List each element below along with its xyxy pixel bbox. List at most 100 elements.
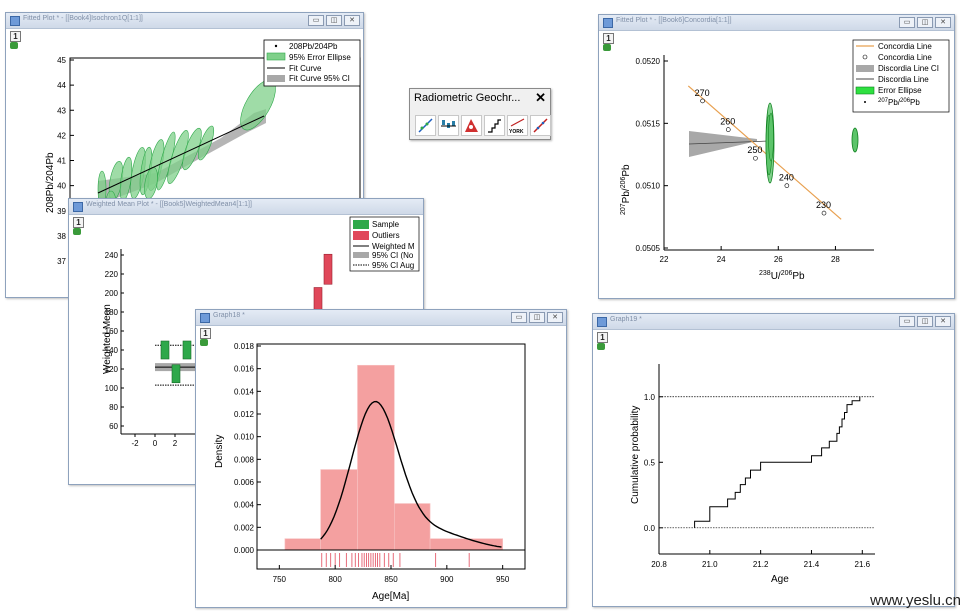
layer-tab[interactable]: 1 (73, 217, 84, 228)
legend-entry: Error Ellipse (878, 86, 922, 95)
legend-entry: Sample (372, 220, 400, 229)
minimize-button[interactable]: ▭ (899, 316, 915, 327)
y-tick-label: 41 (57, 157, 66, 166)
lock-icon[interactable] (603, 44, 611, 51)
layer-tab[interactable]: 1 (200, 328, 211, 339)
close-button[interactable]: ✕ (344, 15, 360, 26)
y-tick-label: 100 (105, 384, 119, 393)
legend-entry: 207Pb/206Pb (878, 98, 920, 107)
restore-button[interactable]: ◫ (917, 17, 933, 28)
legend-entry: 95% CI (No (372, 251, 414, 260)
legend-entry: 95% CI Aug (372, 261, 414, 270)
density-plot: 0.018 0.016 0.014 0.012 0.010 0.008 0.006 0.004… (214, 342, 526, 602)
restore-button[interactable]: ◫ (917, 316, 933, 327)
x-tick-label: 900 (440, 575, 454, 584)
histogram-bar (284, 538, 321, 551)
age-label: 260 (720, 117, 735, 127)
close-button[interactable]: ✕ (935, 316, 951, 327)
y-tick-label: 1.0 (644, 393, 656, 402)
y-tick-label: 45 (57, 56, 66, 65)
weighted-mean-icon[interactable] (438, 115, 459, 136)
y-tick-label: 160 (105, 327, 119, 336)
x-tick-label: 21.4 (804, 560, 820, 569)
concordia-age-point (725, 127, 731, 132)
histogram-bar (320, 469, 358, 551)
x-tick-label: -2 (131, 439, 139, 448)
x-tick-label: 2 (173, 439, 178, 448)
age-label: 250 (747, 145, 762, 155)
isochron-titlebar[interactable]: Fitted Plot * - [[Book4]Isochron1Q[1:1]]… (6, 13, 363, 29)
concordia-age-point (784, 183, 790, 188)
x-tick-label: 800 (328, 575, 342, 584)
isochron-fit-line (97, 115, 265, 194)
histogram-bar (394, 503, 431, 551)
y-tick-label: 140 (105, 346, 119, 355)
graph19-window[interactable]: Graph19 * ▭ ◫ ✕ 1 1.0 0.5 0.0 20.8 21.0 21.2 2… (592, 313, 955, 607)
lock-icon[interactable] (10, 42, 18, 49)
x-tick-label: 24 (717, 255, 726, 264)
x-tick-label: 22 (660, 255, 669, 264)
y-tick-label: 200 (105, 289, 119, 298)
york-icon[interactable]: YORK (507, 115, 528, 136)
y-tick-label: 40 (57, 182, 66, 191)
lock-icon[interactable] (73, 228, 81, 235)
legend-entry: Discordia Line CI (878, 64, 939, 73)
graph18-window[interactable]: Graph18 * ▭ ◫ ✕ 1 0.018 0.016 0.014 0.012 0.… (195, 309, 567, 608)
x-tick-label: 26 (774, 255, 783, 264)
graph19-titlebar[interactable]: Graph19 * ▭ ◫ ✕ (593, 314, 954, 330)
y-tick-label: 0.0515 (636, 119, 661, 128)
layer-tab[interactable]: 1 (597, 332, 608, 343)
y-tick-label: 240 (105, 251, 119, 260)
x-tick-label: 21.0 (702, 560, 718, 569)
concordia-legend: Concordia Line Concordia Line Discordia … (852, 39, 950, 113)
concordia-window[interactable]: Fitted Plot * - [[Book6]Concordia[1:1]] … (598, 14, 955, 299)
concordia-age-point (700, 98, 705, 104)
close-button[interactable]: ✕ (935, 17, 951, 28)
y-tick-label: 0.004 (234, 501, 255, 510)
toolbar-close-button[interactable]: ✕ (535, 90, 546, 105)
density-ylabel: Density (214, 435, 225, 468)
minimize-button[interactable]: ▭ (308, 15, 324, 26)
window-title: Weighted Mean Plot * - [[Book5]WeightedM… (86, 201, 252, 208)
layer-tab[interactable]: 1 (10, 31, 21, 42)
lock-icon[interactable] (597, 343, 605, 350)
toolbar-title: Radiometric Geochr... (414, 92, 521, 104)
close-button[interactable]: ✕ (547, 312, 563, 323)
legend-entry: Weighted M (372, 242, 415, 251)
density-xlabel: Age[Ma] (372, 591, 409, 602)
lock-icon[interactable] (200, 339, 208, 346)
cumulative-plot: 1.0 0.5 0.0 20.8 21.0 21.2 21.4 21.6 Cumulative… (630, 364, 875, 585)
isochron-ylabel: 208Pb/204Pb (45, 152, 56, 213)
legend-symbol-point (274, 44, 278, 48)
window-title: Fitted Plot * - [[Book4]Isochron1Q[1:1]] (23, 15, 143, 22)
minimize-button[interactable]: ▭ (511, 312, 527, 323)
kde-icon[interactable] (530, 115, 551, 136)
radiometric-toolbar[interactable]: Radiometric Geochr... ✕ YORK (409, 88, 551, 140)
y-tick-label: 0.0505 (636, 244, 661, 253)
y-tick-label: 180 (105, 308, 119, 317)
weighted-mean-titlebar[interactable]: Weighted Mean Plot * - [[Book5]WeightedM… (69, 199, 423, 215)
window-title: Graph18 * (213, 312, 245, 319)
x-tick-label: 0 (153, 439, 158, 448)
y-tick-label: 0.008 (234, 455, 255, 464)
legend-symbol-band (267, 75, 285, 82)
cumulative-icon[interactable] (484, 115, 505, 136)
concordia-titlebar[interactable]: Fitted Plot * - [[Book6]Concordia[1:1]] … (599, 15, 954, 31)
isochron-icon[interactable] (415, 115, 436, 136)
concordia-xlabel: 238U/206Pb (759, 270, 805, 282)
restore-button[interactable]: ◫ (326, 15, 342, 26)
sample-bar (171, 364, 181, 384)
y-tick-label: 120 (105, 365, 119, 374)
isochron-legend: 208Pb/204Pb 95% Error Ellipse Fit Curve … (263, 39, 361, 87)
window-title: Fitted Plot * - [[Book6]Concordia[1:1]] (616, 17, 732, 24)
graph-window-icon (10, 16, 20, 26)
x-tick-label: 950 (496, 575, 510, 584)
restore-button[interactable]: ◫ (529, 312, 545, 323)
graph18-titlebar[interactable]: Graph18 * ▭ ◫ ✕ (196, 310, 566, 326)
sample-bar (182, 340, 192, 360)
weighted-mean-legend: Sample Outliers Weighted M 95% CI (No 95… (349, 216, 420, 272)
layer-tab[interactable]: 1 (603, 33, 614, 44)
y-tick-label: 0.010 (234, 433, 255, 442)
concordia-icon[interactable] (461, 115, 482, 136)
minimize-button[interactable]: ▭ (899, 17, 915, 28)
